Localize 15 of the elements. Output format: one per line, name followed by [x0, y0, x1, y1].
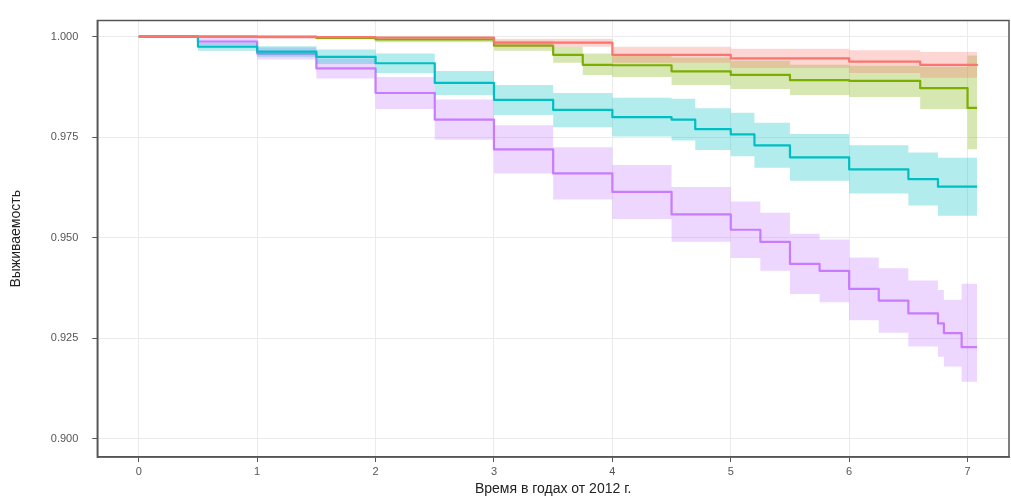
y-tick-label: 0.900: [50, 431, 79, 444]
y-axis-title: Выживаемость: [7, 190, 24, 288]
y-tick-label: 0.975: [50, 130, 79, 143]
x-tick-label: 4: [609, 464, 616, 477]
x-tick-label: 5: [727, 464, 734, 477]
x-tick-label: 0: [135, 464, 142, 477]
x-tick-label: 7: [964, 464, 971, 477]
x-axis-title: Время в годах от 2012 г.: [474, 480, 632, 497]
x-tick-label: 6: [846, 464, 853, 477]
x-tick-label: 3: [490, 464, 498, 477]
x-tick-label: 2: [372, 464, 379, 477]
y-tick-label: 1.000: [50, 29, 79, 42]
x-tick-label: 1: [254, 464, 261, 477]
y-tick-label: 0.950: [50, 230, 79, 243]
y-tick-label: 0.925: [50, 331, 79, 344]
